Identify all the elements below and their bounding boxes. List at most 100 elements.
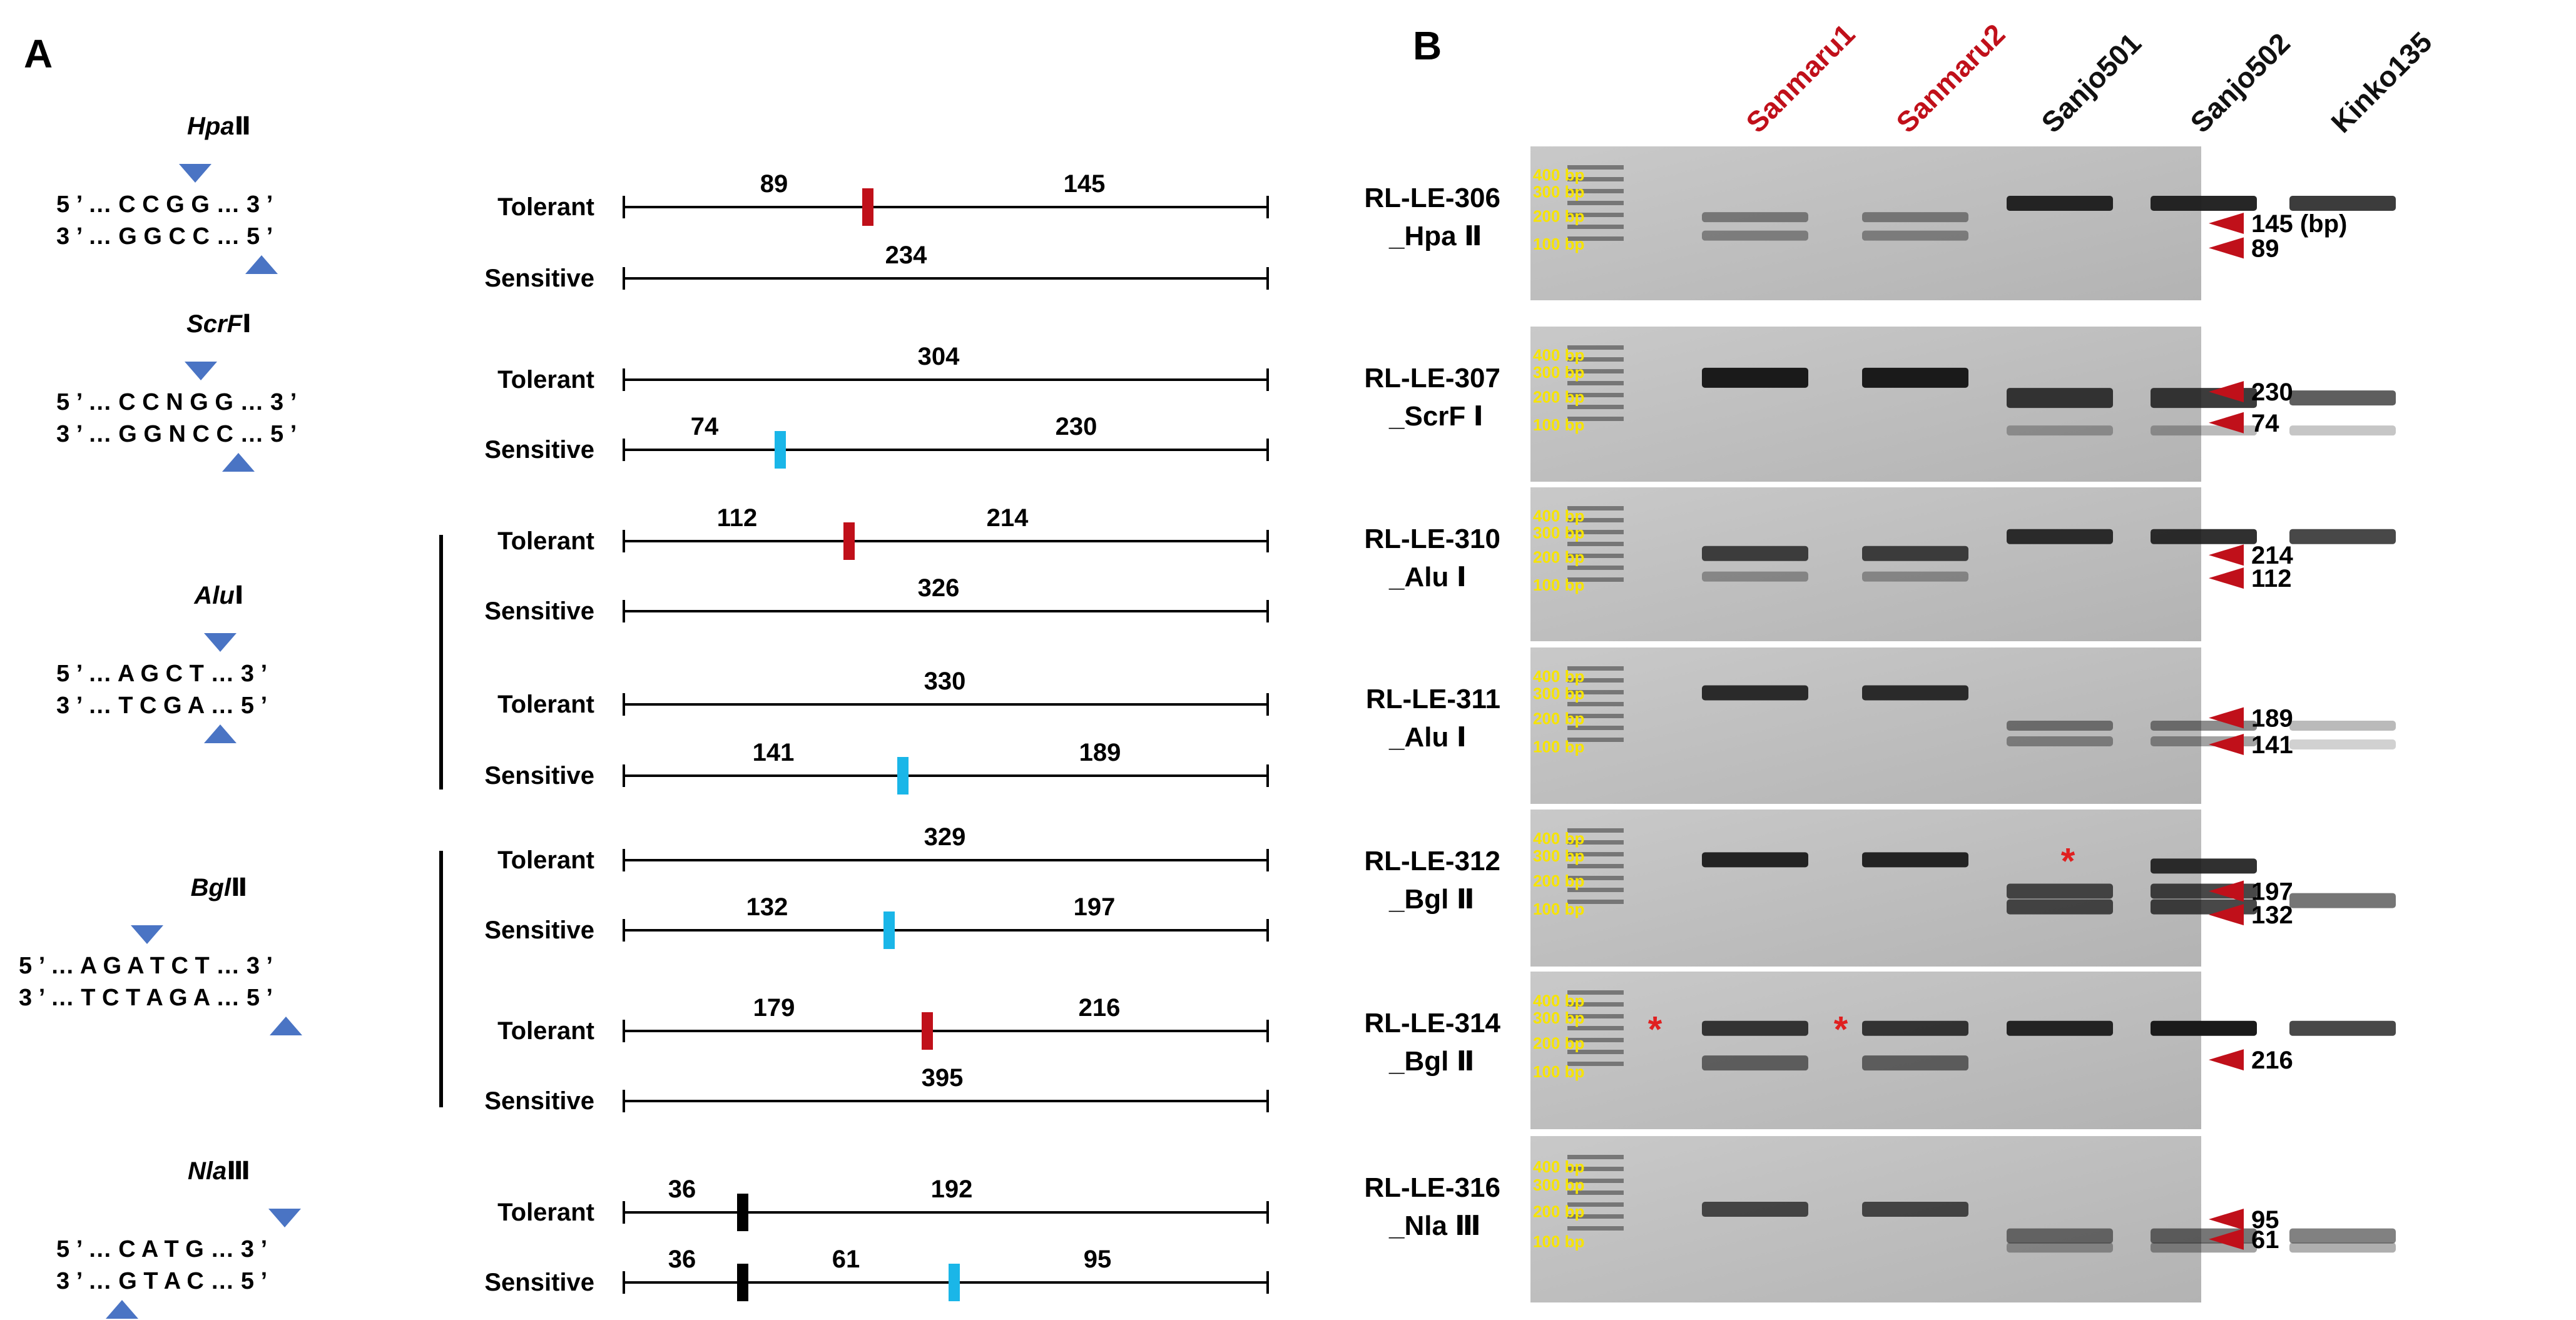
marker-name: RL-LE-314 — [1364, 1008, 1500, 1038]
gel-band — [2289, 893, 2396, 908]
gel-band — [1862, 1202, 1968, 1217]
genotype-label: Sensitive — [484, 597, 594, 625]
ladder-band — [1567, 554, 1624, 558]
cut-site-mark — [883, 911, 895, 949]
cut-site-mark — [897, 757, 909, 795]
genotype-label: Tolerant — [497, 366, 594, 393]
enzyme-numeral: Ⅰ — [235, 582, 244, 609]
ladder-size-label: 100 bp — [1533, 235, 1584, 253]
gel-image — [1530, 1136, 2201, 1302]
band-size-arrow-icon — [2209, 1049, 2244, 1071]
gel-band — [1862, 212, 1968, 223]
gel-band — [2289, 739, 2396, 749]
enzyme-name-italic: Alu — [193, 582, 234, 609]
asterisk-mark: * — [2061, 841, 2075, 881]
ladder-size-label: 100 bp — [1533, 415, 1584, 434]
ladder-size-label: 100 bp — [1533, 576, 1584, 594]
gel-band — [1702, 685, 1808, 701]
ladder-size-label: 400 bp — [1533, 667, 1584, 686]
ladder-band — [1567, 702, 1624, 706]
gel-band — [1862, 230, 1968, 241]
fragment-row: Tolerant 330 — [497, 668, 1269, 718]
ladder-band — [1567, 1226, 1624, 1231]
ladder-band — [1567, 738, 1624, 742]
gel-band — [2007, 899, 2113, 915]
ladder-band — [1567, 1202, 1624, 1207]
band-size-label: 189 — [2251, 705, 2293, 733]
fragment-size-label: 89 — [760, 170, 788, 198]
fragment-size-label: 132 — [746, 893, 788, 921]
ladder-size-label: 100 bp — [1533, 1062, 1584, 1081]
ladder-size-label: 200 bp — [1533, 388, 1584, 407]
band-size-label: 132 — [2251, 901, 2293, 929]
marker-enzyme: _Nla Ⅲ — [1388, 1211, 1481, 1241]
marker-name: RL-LE-307 — [1364, 363, 1500, 393]
ladder-band — [1567, 900, 1624, 904]
gel-band — [2151, 858, 2257, 874]
cut-site-arrow-icon — [268, 1209, 301, 1227]
cut-site-mark — [775, 431, 786, 469]
marker-enzyme: _Alu Ⅰ — [1388, 562, 1467, 592]
lane-label: Sanmaru2 — [1890, 18, 2011, 139]
gel-band — [1862, 1055, 1968, 1071]
marker-name: RL-LE-311 — [1366, 684, 1500, 714]
cut-site-mark — [737, 1194, 748, 1231]
enzyme-name: NlaⅢ — [188, 1157, 250, 1185]
ladder-band — [1567, 1062, 1624, 1066]
ladder-band — [1567, 714, 1624, 718]
gel-band — [2289, 721, 2396, 731]
genotype-label: Sensitive — [484, 436, 594, 464]
gel-band — [2007, 196, 2113, 211]
ladder-band — [1567, 201, 1624, 205]
ladder-band — [1567, 1179, 1624, 1183]
ladder-band — [1567, 690, 1624, 694]
cut-site-mark — [737, 1264, 748, 1301]
fragment-size-label: 189 — [1079, 739, 1121, 766]
fragment-size-label: 179 — [753, 994, 795, 1022]
ladder-band — [1567, 1214, 1624, 1219]
ladder-band — [1567, 177, 1624, 181]
ladder-band — [1567, 876, 1624, 880]
band-size-arrow-icon — [2209, 880, 2244, 902]
ladder-band — [1567, 369, 1624, 373]
fragment-size-label: 74 — [691, 413, 719, 440]
band-size-arrow-icon — [2209, 1228, 2244, 1250]
ladder-size-label: 400 bp — [1533, 829, 1584, 848]
fragment-row: Sensitive 132 197 — [484, 893, 1269, 949]
marker-name: RL-LE-310 — [1364, 524, 1500, 554]
genotype-label: Tolerant — [497, 846, 594, 874]
ladder-size-label: 300 bp — [1533, 846, 1584, 865]
band-size-label: 141 — [2251, 731, 2293, 759]
marker-name: RL-LE-312 — [1364, 846, 1500, 876]
gel-band — [1862, 1020, 1968, 1036]
enzyme-numeral: Ⅱ — [231, 874, 247, 901]
lane-label: Kinko135 — [2324, 26, 2438, 139]
ladder-size-label: 300 bp — [1533, 523, 1584, 542]
marker-name: RL-LE-306 — [1364, 183, 1500, 213]
gel-image — [1530, 487, 2201, 641]
fragment-row: Tolerant 89 145 — [497, 170, 1269, 226]
fragment-size-label: 197 — [1074, 893, 1116, 921]
fragment-size-label: 216 — [1079, 994, 1121, 1022]
sequence-top-strand: 5 ’ … A G C T … 3 ’ — [56, 661, 267, 687]
ladder-size-label: 100 bp — [1533, 1232, 1584, 1251]
gel-image — [1530, 146, 2201, 300]
gel-band — [2289, 529, 2396, 544]
fragment-size-label: 112 — [717, 504, 758, 532]
ladder-size-label: 100 bp — [1533, 738, 1584, 756]
fragment-size-label: 234 — [885, 241, 927, 269]
fragment-row: Sensitive 36 61 95 — [484, 1246, 1269, 1301]
gel-band — [2289, 390, 2396, 406]
fragment-row: Tolerant 36 192 — [497, 1175, 1269, 1231]
ladder-size-label: 300 bp — [1533, 1175, 1584, 1194]
gel-band — [2151, 196, 2257, 211]
ladder-size-label: 400 bp — [1533, 506, 1584, 525]
fragment-size-label: 395 — [922, 1064, 964, 1092]
cut-site-mark — [862, 188, 873, 226]
marker-name: RL-LE-316 — [1364, 1172, 1500, 1203]
fragment-size-label: 36 — [668, 1175, 696, 1203]
